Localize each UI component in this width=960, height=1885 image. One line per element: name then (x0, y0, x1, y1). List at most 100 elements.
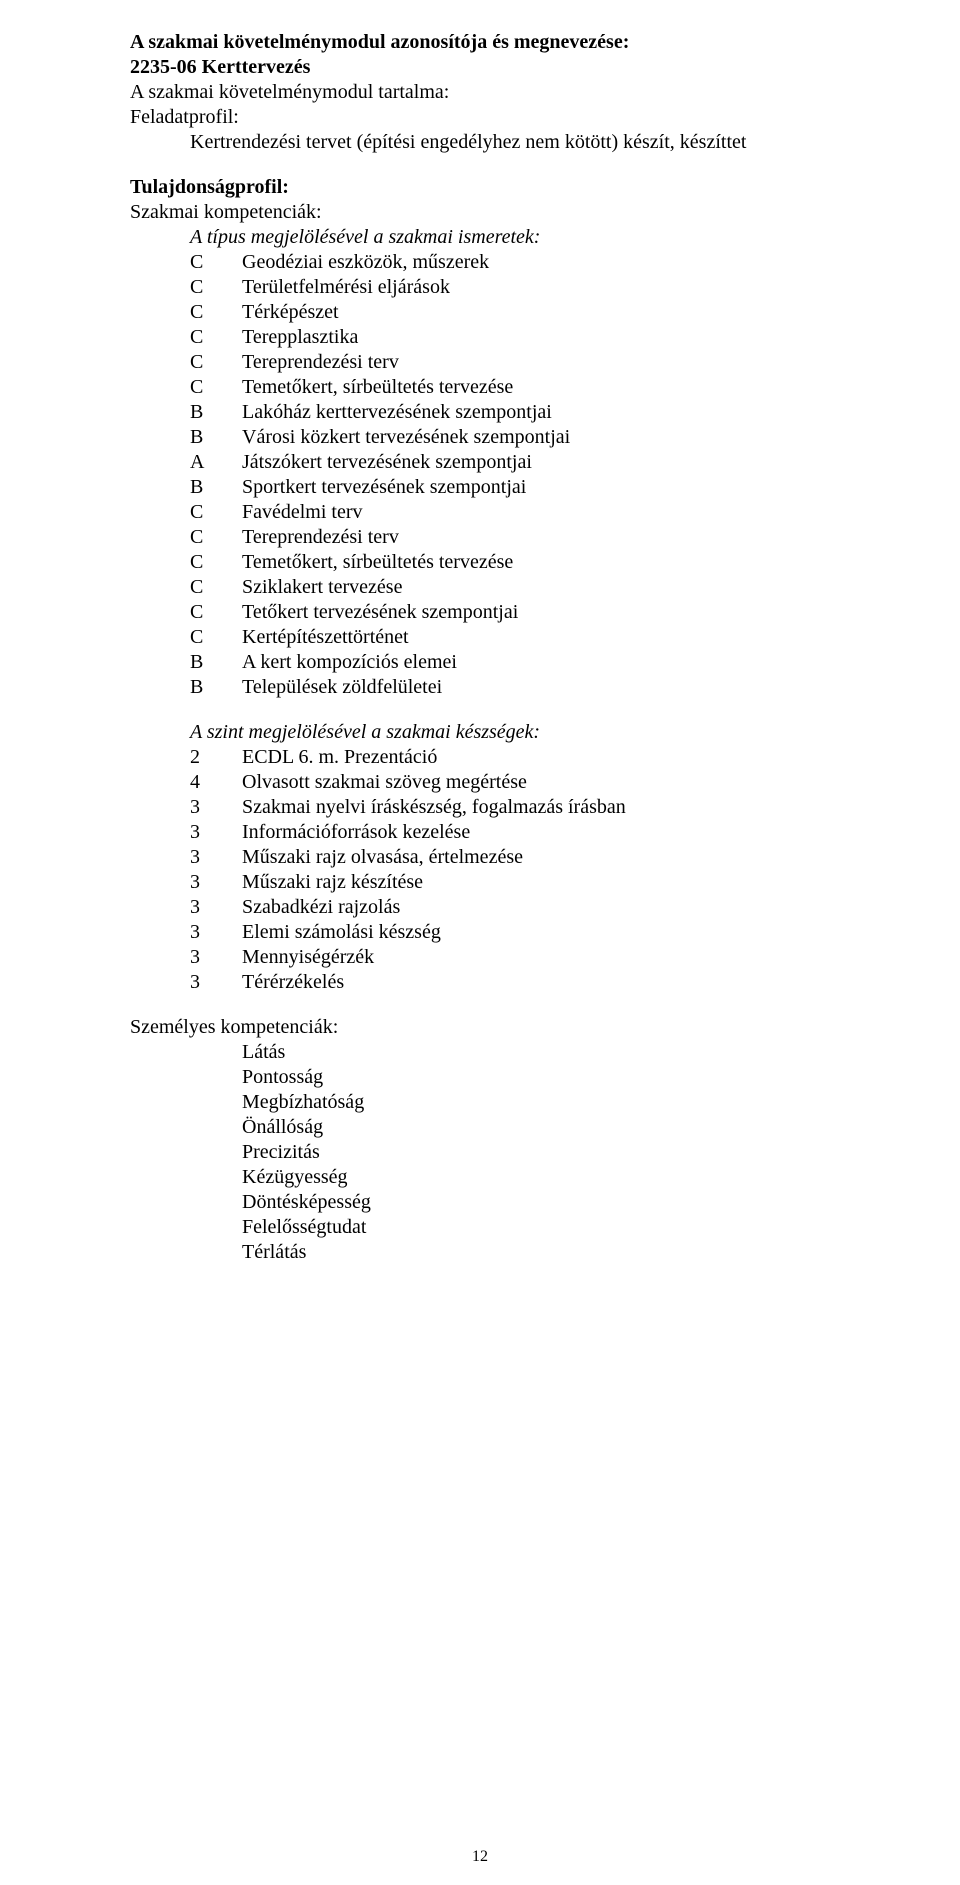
list-item-code: 3 (190, 845, 242, 870)
personal-item: Kézügyesség (130, 1165, 870, 1190)
list-item-text: Sportkert tervezésének szempontjai (242, 475, 870, 500)
list-item-code: C (190, 500, 242, 525)
list-item-code: 4 (190, 770, 242, 795)
list-item-text: Települések zöldfelületei (242, 675, 870, 700)
list-item-code: 3 (190, 870, 242, 895)
heading-szakmai-kompetenciak: Szakmai kompetenciák: (130, 200, 870, 225)
list-item-text: Szakmai nyelvi íráskészség, fogalmazás í… (242, 795, 870, 820)
document-page: A szakmai követelménymodul azonosítója é… (0, 0, 960, 1885)
list-item: BSportkert tervezésének szempontjai (130, 475, 870, 500)
list-item: CKertépítészettörténet (130, 625, 870, 650)
list-item: CTemetőkert, sírbeültetés tervezése (130, 375, 870, 400)
list-item-text: Tereprendezési terv (242, 350, 870, 375)
list-item-code: 2 (190, 745, 242, 770)
list-item-code: C (190, 325, 242, 350)
ismeretek-list: CGeodéziai eszközök, műszerekCTerületfel… (130, 250, 870, 700)
list-item-text: Térképészet (242, 300, 870, 325)
list-item-text: Geodéziai eszközök, műszerek (242, 250, 870, 275)
list-item-code: C (190, 525, 242, 550)
list-item-code: C (190, 250, 242, 275)
personal-list: LátásPontosságMegbízhatóságÖnállóságPrec… (130, 1040, 870, 1265)
list-item-code: C (190, 275, 242, 300)
list-item-text: Temetőkert, sírbeültetés tervezése (242, 375, 870, 400)
list-item-text: Terepplasztika (242, 325, 870, 350)
list-item-code: C (190, 575, 242, 600)
list-item: 3Elemi számolási készség (130, 920, 870, 945)
list-item: 3Műszaki rajz olvasása, értelmezése (130, 845, 870, 870)
list-item: 4Olvasott szakmai szöveg megértése (130, 770, 870, 795)
list-item-code: 3 (190, 895, 242, 920)
list-item: CTerepplasztika (130, 325, 870, 350)
list-item-text: Lakóház kerttervezésének szempontjai (242, 400, 870, 425)
list-item-code: C (190, 300, 242, 325)
list-item-text: ECDL 6. m. Prezentáció (242, 745, 870, 770)
list-item-text: Műszaki rajz olvasása, értelmezése (242, 845, 870, 870)
list-item: 2ECDL 6. m. Prezentáció (130, 745, 870, 770)
list-item-text: Elemi számolási készség (242, 920, 870, 945)
list-item: 3Mennyiségérzék (130, 945, 870, 970)
list-item-text: Műszaki rajz készítése (242, 870, 870, 895)
personal-item: Látás (130, 1040, 870, 1065)
list-item-code: B (190, 475, 242, 500)
list-item-code: C (190, 600, 242, 625)
list-item-code: 3 (190, 970, 242, 995)
heading-module-id: A szakmai követelménymodul azonosítója é… (130, 30, 870, 55)
list-item: 3Információforrások kezelése (130, 820, 870, 845)
list-item-code: B (190, 400, 242, 425)
personal-item: Önállóság (130, 1115, 870, 1140)
heading-feladatprofil: Feladatprofil: (130, 105, 870, 130)
feladat-text: Kertrendezési tervet (építési engedélyhe… (130, 130, 870, 155)
personal-item: Döntésképesség (130, 1190, 870, 1215)
heading-szemelyes-kompetenciak: Személyes kompetenciák: (130, 1015, 870, 1040)
list-item: BVárosi közkert tervezésének szempontjai (130, 425, 870, 450)
list-item: CTerületfelmérési eljárások (130, 275, 870, 300)
list-item: CTérképészet (130, 300, 870, 325)
heading-module-code: 2235-06 Kerttervezés (130, 55, 870, 80)
heading-content-label: A szakmai követelménymodul tartalma: (130, 80, 870, 105)
list-item-text: Térérzékelés (242, 970, 870, 995)
list-item: 3Szakmai nyelvi íráskészség, fogalmazás … (130, 795, 870, 820)
list-item-code: C (190, 350, 242, 375)
list-item-code: 3 (190, 820, 242, 845)
list-item-text: Tetőkert tervezésének szempontjai (242, 600, 870, 625)
list-item-text: Szabadkézi rajzolás (242, 895, 870, 920)
list-item-text: Kertépítészettörténet (242, 625, 870, 650)
list-item-code: B (190, 650, 242, 675)
list-item-code: 3 (190, 795, 242, 820)
personal-item: Térlátás (130, 1240, 870, 1265)
list-item: CTemetőkert, sírbeültetés tervezése (130, 550, 870, 575)
list-item-code: B (190, 675, 242, 700)
list-item-code: 3 (190, 945, 242, 970)
list-item: 3Műszaki rajz készítése (130, 870, 870, 895)
list-item-text: Területfelmérési eljárások (242, 275, 870, 300)
list-item-text: Favédelmi terv (242, 500, 870, 525)
list-item-text: Temetőkert, sírbeültetés tervezése (242, 550, 870, 575)
list-item-code: A (190, 450, 242, 475)
list-item-code: B (190, 425, 242, 450)
list-item: CTereprendezési terv (130, 350, 870, 375)
list-item: CTetőkert tervezésének szempontjai (130, 600, 870, 625)
list-item: BA kert kompozíciós elemei (130, 650, 870, 675)
list-item-text: Városi közkert tervezésének szempontjai (242, 425, 870, 450)
personal-item: Pontosság (130, 1065, 870, 1090)
list-item: BLakóház kerttervezésének szempontjai (130, 400, 870, 425)
list-item: 3Térérzékelés (130, 970, 870, 995)
list-item: CFavédelmi terv (130, 500, 870, 525)
list-item-text: Tereprendezési terv (242, 525, 870, 550)
list-item-text: Sziklakert tervezése (242, 575, 870, 600)
list-item-code: 3 (190, 920, 242, 945)
list-item-text: Információforrások kezelése (242, 820, 870, 845)
ismeretek-intro: A típus megjelölésével a szakmai ismeret… (130, 225, 870, 250)
list-item: CSziklakert tervezése (130, 575, 870, 600)
personal-item: Felelősségtudat (130, 1215, 870, 1240)
list-item: CGeodéziai eszközök, műszerek (130, 250, 870, 275)
list-item: AJátszókert tervezésének szempontjai (130, 450, 870, 475)
personal-item: Megbízhatóság (130, 1090, 870, 1115)
list-item: CTereprendezési terv (130, 525, 870, 550)
page-number: 12 (0, 1847, 960, 1867)
list-item-text: A kert kompozíciós elemei (242, 650, 870, 675)
list-item: 3Szabadkézi rajzolás (130, 895, 870, 920)
list-item-code: C (190, 375, 242, 400)
list-item: BTelepülések zöldfelületei (130, 675, 870, 700)
list-item-code: C (190, 550, 242, 575)
